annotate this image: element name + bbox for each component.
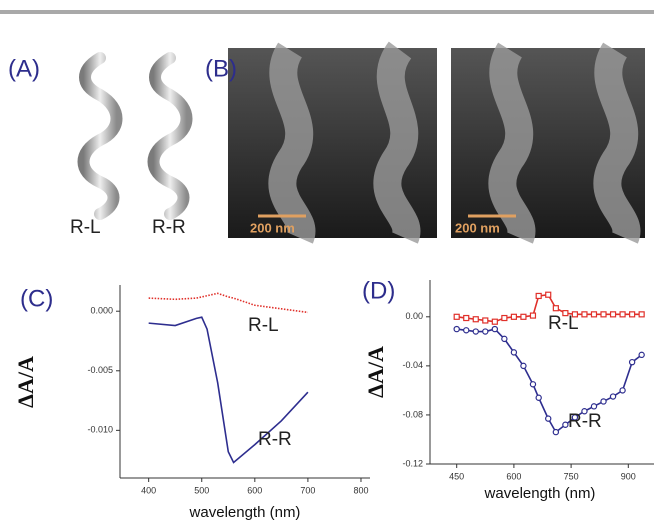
- marker: [502, 316, 507, 321]
- panel-label: (A): [8, 55, 40, 82]
- x-tick-label: 800: [353, 485, 368, 495]
- y-axis-label: ΔA/A: [13, 356, 38, 408]
- x-tick-label: 500: [194, 485, 209, 495]
- marker: [502, 336, 507, 341]
- marker: [521, 363, 526, 368]
- marker: [454, 314, 459, 319]
- series-label: R-L: [248, 315, 279, 336]
- x-axis-label: wavelength (nm): [484, 485, 596, 502]
- y-tick-label: -0.12: [402, 458, 423, 468]
- marker: [630, 360, 635, 365]
- series-line: [149, 293, 308, 312]
- helix-label: R-L: [70, 217, 101, 238]
- x-tick-label: 400: [141, 485, 156, 495]
- marker: [530, 382, 535, 387]
- marker: [483, 329, 488, 334]
- y-tick-label: -0.005: [87, 365, 113, 375]
- marker: [464, 316, 469, 321]
- series-label: R-R: [568, 411, 602, 432]
- helix: [84, 58, 187, 214]
- panel-label: (B): [205, 55, 237, 82]
- marker: [582, 312, 587, 317]
- marker: [521, 314, 526, 319]
- marker: [483, 318, 488, 323]
- figure: (A) R-L R-R (B) 200 nm 200 nm (C) ΔA/A wav…: [0, 0, 654, 521]
- marker: [546, 416, 551, 421]
- y-tick-label: -0.08: [402, 409, 423, 419]
- marker: [620, 312, 625, 317]
- scale-label: 200 nm: [455, 220, 500, 235]
- y-tick-label: -0.010: [87, 425, 113, 435]
- marker: [601, 399, 606, 404]
- y-tick-label: 0.000: [90, 306, 113, 316]
- marker: [492, 326, 497, 331]
- marker: [601, 312, 606, 317]
- marker: [473, 317, 478, 322]
- marker: [511, 314, 516, 319]
- marker: [610, 394, 615, 399]
- marker: [536, 395, 541, 400]
- y-tick-label: -0.04: [402, 360, 423, 370]
- sem-image: [228, 48, 645, 238]
- x-tick-label: 900: [621, 471, 636, 481]
- panel-label: (D): [362, 277, 395, 304]
- marker: [639, 352, 644, 357]
- series-label: R-R: [258, 429, 292, 450]
- marker: [454, 326, 459, 331]
- marker: [530, 313, 535, 318]
- marker: [630, 312, 635, 317]
- marker: [591, 404, 596, 409]
- marker: [611, 312, 616, 317]
- x-axis-label: wavelength (nm): [189, 504, 301, 521]
- panel-label: (C): [20, 285, 53, 312]
- y-axis-label: ΔA/A: [363, 346, 388, 398]
- x-tick-label: 600: [506, 471, 521, 481]
- scale-label: 200 nm: [250, 220, 295, 235]
- marker: [536, 293, 541, 298]
- marker: [553, 306, 558, 311]
- marker: [546, 292, 551, 297]
- marker: [591, 312, 596, 317]
- marker: [620, 388, 625, 393]
- marker: [464, 328, 469, 333]
- top-rule: [0, 10, 654, 14]
- x-tick-label: 450: [449, 471, 464, 481]
- x-tick-label: 600: [247, 485, 262, 495]
- y-tick-label: 0.00: [405, 311, 423, 321]
- marker: [511, 350, 516, 355]
- x-tick-label: 750: [564, 471, 579, 481]
- marker: [553, 430, 558, 435]
- marker: [492, 319, 497, 324]
- x-tick-label: 700: [300, 485, 315, 495]
- helix-label: R-R: [152, 217, 186, 238]
- marker: [473, 329, 478, 334]
- marker: [639, 312, 644, 317]
- series-label: R-L: [548, 313, 579, 334]
